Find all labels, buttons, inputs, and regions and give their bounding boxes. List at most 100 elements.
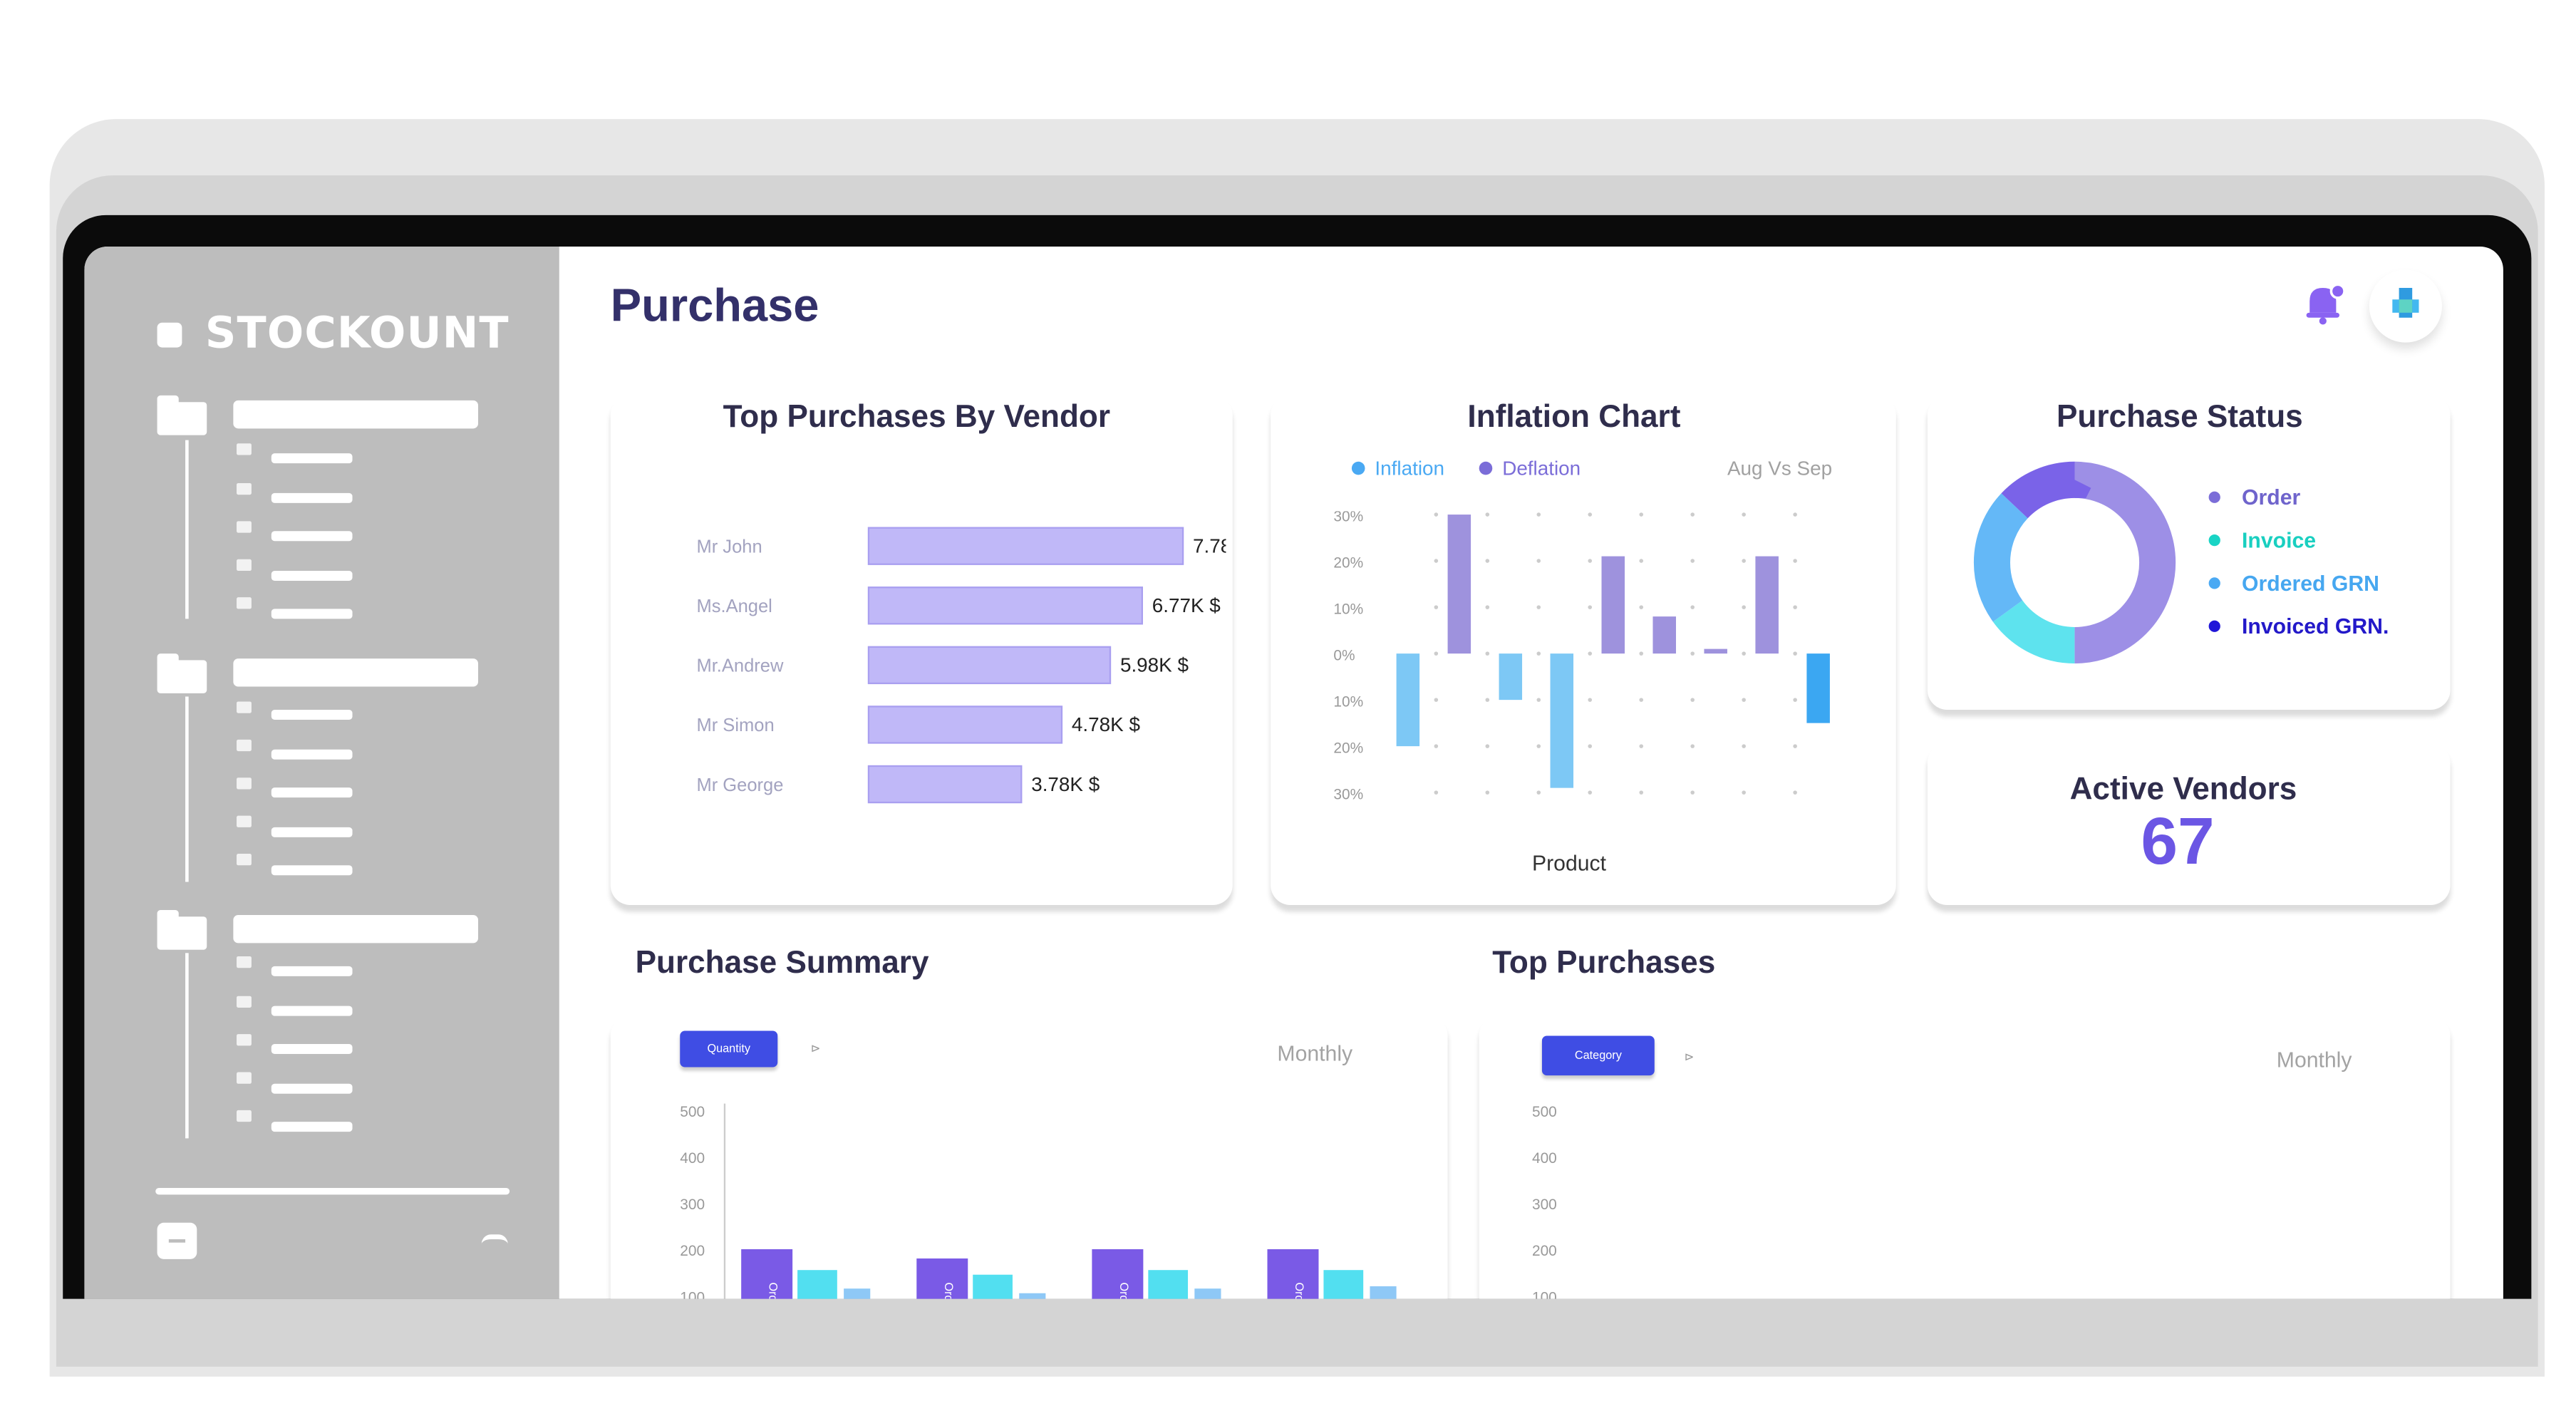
active-vendors-count: 67: [2141, 805, 2215, 879]
sidebar-item[interactable]: [271, 1083, 353, 1094]
sidebar-item[interactable]: [271, 531, 353, 542]
grid-dot: [1742, 512, 1746, 517]
donut-slice: [1973, 461, 2176, 664]
top-purchases-period[interactable]: Monthly: [2276, 1047, 2352, 1073]
summary-bar: [797, 1270, 837, 1299]
inflation-period[interactable]: Aug Vs Sep: [1727, 456, 1833, 480]
sidebar-item[interactable]: [271, 827, 353, 837]
brand[interactable]: STOCKOUNT: [157, 309, 509, 359]
y-tick-label: 500: [1532, 1104, 1557, 1120]
grid-dot: [1742, 790, 1746, 795]
grid-dot: [1485, 651, 1490, 656]
grid-dot: [1793, 512, 1797, 517]
grid-dot: [1588, 698, 1593, 702]
grid-dot: [1639, 559, 1644, 563]
vendor-label: Mr George: [696, 775, 783, 795]
folder-icon[interactable]: [157, 909, 207, 950]
sidebar-item[interactable]: [271, 787, 353, 798]
folder-icon[interactable]: [157, 653, 207, 693]
summary-bar: [1267, 1249, 1319, 1299]
sidebar-group-2[interactable]: [233, 658, 479, 687]
sidebar-item[interactable]: [271, 609, 353, 619]
grid-dot: [1588, 651, 1593, 656]
tree-node-icon: [237, 559, 252, 572]
status-legend-item[interactable]: Ordered GRN: [2208, 571, 2379, 596]
tree-line: [185, 696, 189, 882]
sidebar-group-1[interactable]: [233, 400, 479, 429]
legend-deflation[interactable]: Deflation: [1479, 457, 1581, 480]
y-tick-label: 400: [680, 1150, 705, 1167]
sidebar-item[interactable]: [271, 865, 353, 876]
legend-label: Invoice: [2242, 527, 2317, 553]
folder-icon[interactable]: [157, 395, 207, 435]
sidebar-item[interactable]: [271, 1122, 353, 1132]
grid-dot: [1536, 651, 1541, 656]
summary-bar: [844, 1288, 871, 1299]
sidebar-item[interactable]: [271, 453, 353, 464]
summary-bar: [1370, 1286, 1397, 1299]
notification-bell-icon[interactable]: [2302, 279, 2348, 326]
status-legend-item[interactable]: Order: [2208, 485, 2300, 510]
status-legend-item[interactable]: Invoice: [2208, 527, 2317, 553]
tab-secondary[interactable]: ⊳: [1684, 1052, 1695, 1064]
sidebar-item[interactable]: [271, 710, 353, 720]
summary-bar: [973, 1274, 1013, 1299]
tree-node-icon: [237, 443, 252, 455]
purchase-summary-period[interactable]: Monthly: [1277, 1040, 1353, 1066]
quantity-tab[interactable]: Quantity: [680, 1030, 778, 1068]
vendor-value-label: 3.78K $: [1031, 773, 1100, 795]
sidebar-group-3[interactable]: [233, 914, 479, 944]
inflation-bar: [1499, 653, 1523, 701]
y-tick-label: 10%: [1333, 601, 1363, 617]
tree-node-icon: [237, 1072, 252, 1084]
chevron-up-icon[interactable]: [481, 1234, 508, 1244]
tree-line: [185, 953, 189, 1139]
grid-dot: [1588, 605, 1593, 609]
y-tick-label: 20%: [1333, 740, 1363, 756]
top-vendors-title: Top Purchases By Vendor: [723, 400, 1111, 435]
sidebar-divider: [155, 1188, 510, 1195]
sidebar-item[interactable]: [271, 966, 353, 976]
grid-dot: [1690, 605, 1695, 609]
tree-node-icon: [237, 1034, 252, 1046]
summary-bar: [1148, 1270, 1189, 1299]
tree-node-icon: [237, 521, 252, 533]
grid-dot: [1639, 651, 1644, 656]
summary-bar: [1019, 1293, 1046, 1299]
vendor-label: Ms.Angel: [696, 596, 772, 616]
tree-node-icon: [237, 701, 252, 713]
sidebar-item[interactable]: [271, 1044, 353, 1054]
vendor-value-label: 5.98K $: [1120, 654, 1189, 676]
active-vendors-card: [1927, 743, 2451, 906]
inflation-bar: [1550, 653, 1574, 788]
sidebar-item[interactable]: [271, 749, 353, 760]
sidebar-item[interactable]: [271, 1006, 353, 1016]
y-tick-label: 100: [1532, 1289, 1557, 1298]
tab-secondary[interactable]: ⊳: [810, 1044, 821, 1056]
grid-dot: [1485, 790, 1490, 795]
avatar[interactable]: [2369, 269, 2442, 343]
legend-inflation[interactable]: Inflation: [1351, 457, 1444, 480]
grid-dot: [1434, 744, 1439, 748]
tree-node-icon: [237, 956, 252, 968]
summary-bar: [916, 1258, 968, 1299]
summary-bar: [1194, 1288, 1221, 1299]
vendor-bar: [867, 706, 1063, 744]
summary-bar: [1323, 1270, 1364, 1299]
grid-dot: [1536, 744, 1541, 748]
grid-dot: [1588, 744, 1593, 748]
grid-dot: [1690, 559, 1695, 563]
inflation-bar: [1447, 515, 1471, 654]
collapse-icon[interactable]: [157, 1222, 197, 1259]
sidebar-item[interactable]: [271, 492, 353, 503]
y-tick-label: 10%: [1333, 693, 1363, 710]
grid-dot: [1742, 559, 1746, 563]
tree-node-icon: [237, 996, 252, 1008]
grid-dot: [1485, 512, 1490, 517]
grid-dot: [1536, 790, 1541, 795]
purchase-summary-title: Purchase Summary: [635, 946, 929, 981]
category-tab[interactable]: Category: [1541, 1035, 1655, 1076]
status-legend-item[interactable]: Invoiced GRN.: [2208, 614, 2389, 639]
sidebar-item[interactable]: [271, 571, 353, 581]
vendor-bar: [867, 646, 1112, 685]
